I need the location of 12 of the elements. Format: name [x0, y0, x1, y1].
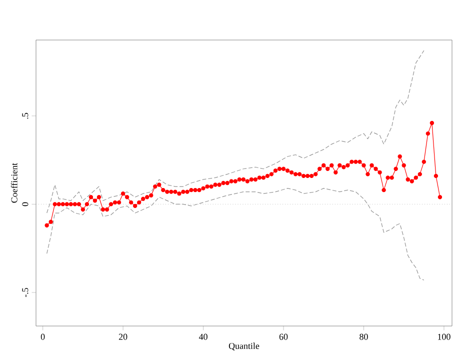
x-tick-label: 0 [40, 334, 45, 340]
y-tick-label: -.5 [22, 288, 28, 297]
y-tick-label: .5 [22, 112, 28, 119]
x-axis-title: Quantile [228, 342, 260, 350]
y-tick-label: 0 [22, 202, 28, 206]
x-tick-label: 100 [438, 334, 450, 340]
line-series [46, 50, 424, 214]
x-tick-label: 20 [118, 334, 128, 340]
x-tick-label: 40 [198, 334, 208, 340]
x-tick-label: 80 [360, 334, 368, 340]
y-axis-title: Coefficient [10, 162, 18, 203]
x-tick-label: 60 [279, 334, 288, 340]
